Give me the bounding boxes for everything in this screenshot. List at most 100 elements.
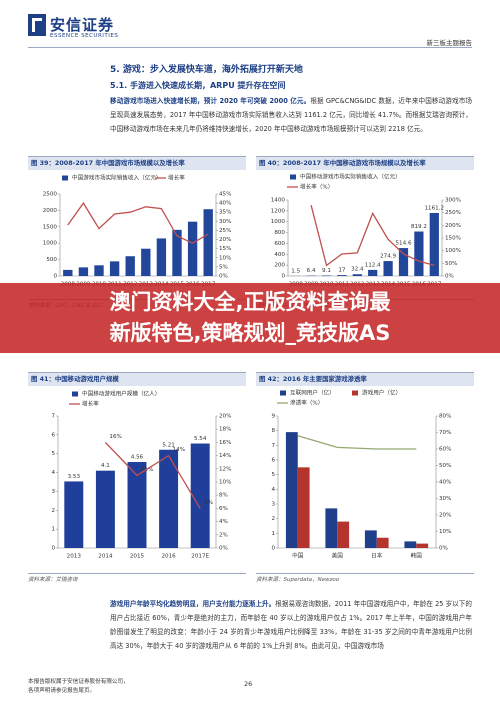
data-label: 32.4	[351, 267, 364, 273]
y2-tick-label: 300%	[445, 198, 461, 204]
y2-tick-label: 60%	[439, 447, 451, 453]
y2-tick-label: 0%	[219, 274, 228, 280]
page-number: 26	[244, 680, 253, 688]
y-tick-label: 1400	[271, 198, 286, 204]
y-tick-label: 2	[51, 508, 55, 514]
legend-label: 增长率	[168, 174, 185, 182]
figure-title: 图 40：2008-2017 年中国移动游戏市场规模以及增长率	[256, 156, 474, 170]
y2-tick-label: 14%	[219, 453, 231, 459]
y-tick-label: 2500	[43, 192, 58, 198]
x-tick-label: 2014	[98, 554, 113, 560]
legend-swatch	[290, 174, 296, 180]
x-tick-label: 美国	[332, 552, 344, 560]
x-tick-label: 日本	[371, 552, 383, 560]
y-tick-label: 0	[281, 274, 285, 280]
y-tick-label: 7	[271, 443, 275, 449]
y-tick-label: 600	[274, 241, 285, 247]
data-label: 1.5	[291, 268, 300, 274]
bar	[109, 261, 120, 276]
y-tick-label: 1	[51, 527, 55, 533]
y-tick-label: 4	[271, 487, 275, 493]
bar	[141, 248, 151, 276]
legend-label: 游戏用户（亿）	[362, 389, 401, 397]
banner-line: 澳门资料大全,正版资料查询最	[109, 290, 391, 314]
paragraph-text: 根据易观咨询数据，2011 年中国游戏用户中，年龄在 25 岁以下的用户占比接近…	[110, 600, 472, 650]
bar	[416, 543, 429, 548]
y2-tick-label: 45%	[219, 192, 231, 198]
y2-tick-label: 20%	[219, 237, 231, 243]
bar	[203, 209, 213, 276]
data-label: 4.1	[101, 463, 110, 469]
bar	[383, 261, 393, 276]
y-tick-label: 1000	[43, 241, 58, 247]
bar	[156, 238, 167, 276]
bar	[172, 229, 182, 276]
data-label: 6.4	[307, 268, 316, 274]
y-tick-label: 3	[271, 502, 275, 508]
x-tick-label: 2015	[130, 554, 145, 560]
line-series	[297, 435, 417, 450]
figure: 图 42：2016 年主要国家游戏渗透率 0 1 2 3 4 5 6 7 8 9 0% 10% 20% 30…	[256, 372, 474, 583]
chart: 0 200 400 600 800 1000 1200 1400 0% 50% 100% 150% 20…	[271, 173, 461, 288]
bar	[190, 443, 210, 548]
data-label: 14%	[173, 447, 185, 453]
footer-line: 本报告版权属于安信证券股份有限公司，	[28, 679, 129, 685]
bar	[414, 231, 424, 276]
legend-label: 中国游戏市场实际销售收入（亿元）	[72, 174, 162, 182]
banner-line: 新版特色,策略规划_竞技版AS	[109, 321, 391, 345]
logo-icon	[28, 14, 46, 36]
line-series	[104, 441, 201, 509]
x-tick-label: 2013	[67, 554, 82, 560]
y-tick-label: 1	[271, 531, 275, 537]
x-tick-label: 2016	[161, 554, 176, 560]
y-tick-label: 2	[271, 516, 275, 522]
bar	[364, 530, 377, 548]
y-tick-label: 800	[274, 230, 285, 236]
y2-tick-label: 20%	[219, 414, 231, 420]
y2-tick-label: 30%	[219, 219, 231, 225]
y2-tick-label: 100%	[445, 248, 461, 254]
legend-label: 中国移动游戏市场实际销售收入（亿元）	[300, 173, 401, 181]
y-tick-label: 400	[274, 252, 285, 258]
data-label: 1161.2	[425, 205, 445, 211]
y-tick-label: 9	[271, 414, 275, 420]
bar	[429, 212, 439, 276]
y-tick-label: 8	[271, 428, 275, 434]
y2-tick-label: 40%	[219, 201, 231, 207]
y2-tick-label: 4%	[219, 519, 228, 525]
y2-tick-label: 50%	[439, 463, 451, 469]
y2-tick-label: 30%	[439, 496, 451, 502]
y-tick-label: 0	[53, 274, 57, 280]
y2-tick-label: 18%	[219, 427, 231, 433]
bar	[159, 449, 179, 548]
y2-tick-label: 20%	[439, 513, 451, 519]
bar	[297, 467, 310, 548]
y2-tick-label: 35%	[219, 210, 231, 216]
figure-title: 图 39：2008-2017 年中国游戏市场规模以及增长率	[28, 156, 246, 170]
y2-tick-label: 80%	[439, 414, 451, 420]
y2-tick-label: 5%	[219, 264, 228, 270]
data-label: 17	[338, 268, 346, 274]
y-tick-label: 200	[274, 263, 285, 269]
y2-tick-label: 250%	[445, 210, 461, 216]
bar	[337, 275, 347, 276]
y-tick-label: 5	[51, 451, 55, 457]
figure-title: 图 41：中国移动游戏用户规模	[28, 372, 246, 386]
bar	[325, 508, 338, 548]
paragraph: 移动游戏市场进入快速增长期，预计 2020 年可突破 2000 亿元。根据 GP…	[110, 94, 472, 136]
y2-tick-label: 50%	[445, 261, 457, 267]
y2-tick-label: 15%	[219, 246, 231, 252]
paragraph-lead: 移动游戏市场进入快速增长期，预计 2020 年可突破 2000 亿元。	[110, 97, 311, 105]
data-label: 112.4	[365, 262, 381, 268]
y-tick-label: 6	[51, 432, 55, 438]
y2-tick-label: 70%	[439, 430, 451, 436]
legend-swatch	[352, 390, 358, 396]
chart: 0 500 1000 1500 2000 2500 0% 5% 10% 15% 20% 25% 30% 3…	[43, 174, 232, 288]
paragraph-lead: 游戏用户年龄平均化趋势明显，用户支付能力逐渐上升。	[110, 600, 276, 608]
bar	[285, 432, 298, 548]
line-series	[67, 201, 209, 244]
figure-source: 资料来源：艾瑞咨询	[28, 573, 246, 583]
bar	[94, 265, 104, 276]
bar	[337, 521, 350, 548]
data-label: 5.54	[194, 436, 207, 442]
